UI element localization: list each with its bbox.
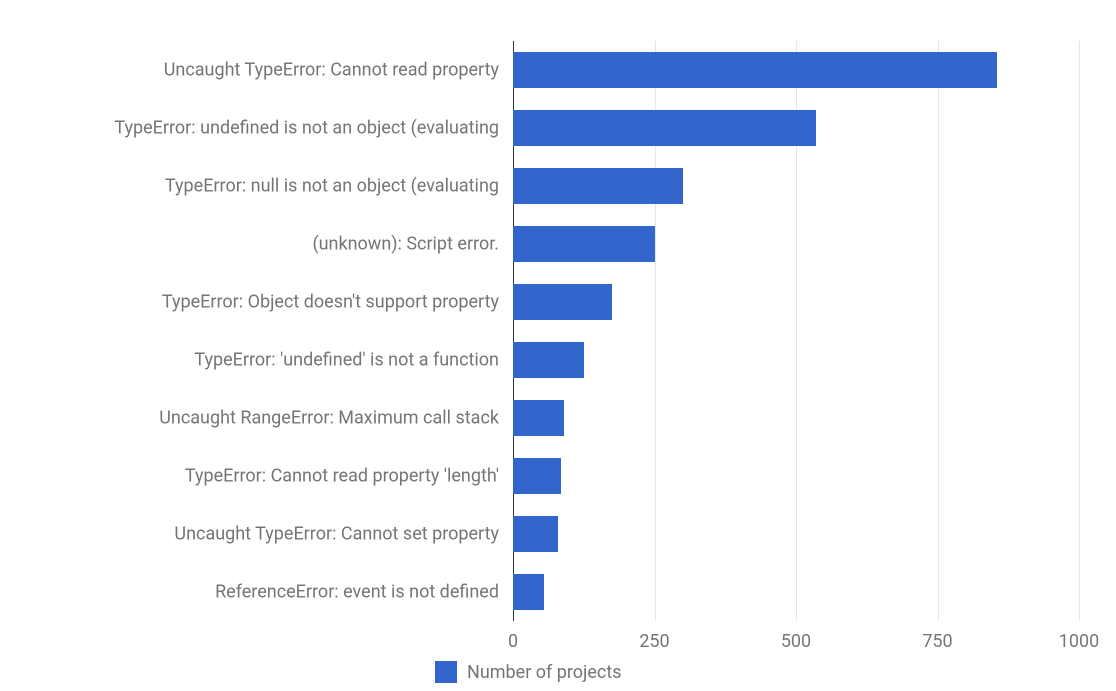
bar bbox=[513, 458, 561, 494]
bar bbox=[513, 516, 558, 552]
y-tick-label: Uncaught RangeError: Maximum call stack bbox=[159, 408, 499, 429]
y-tick-label: Uncaught TypeError: Cannot set property bbox=[174, 524, 499, 545]
legend-label: Number of projects bbox=[467, 662, 622, 683]
x-tick-label: 1000 bbox=[1059, 631, 1099, 652]
y-tick-label: TypeError: Cannot read property 'length' bbox=[185, 466, 499, 487]
y-tick-label: ReferenceError: event is not defined bbox=[215, 582, 499, 603]
y-tick-label: Uncaught TypeError: Cannot read property bbox=[164, 60, 499, 81]
y-tick-label: TypeError: null is not an object (evalua… bbox=[165, 176, 499, 197]
y-tick-label: (unknown): Script error. bbox=[312, 234, 499, 255]
bar bbox=[513, 284, 612, 320]
legend-swatch bbox=[435, 661, 457, 683]
bar bbox=[513, 110, 816, 146]
bar bbox=[513, 226, 655, 262]
bar bbox=[513, 574, 544, 610]
x-gridline bbox=[1079, 41, 1080, 621]
x-tick-label: 750 bbox=[922, 631, 952, 652]
bar bbox=[513, 400, 564, 436]
bar bbox=[513, 168, 683, 204]
x-tick-label: 250 bbox=[639, 631, 669, 652]
plot-area bbox=[513, 41, 1079, 621]
x-tick-label: 0 bbox=[508, 631, 518, 652]
bar bbox=[513, 342, 584, 378]
x-gridline bbox=[938, 41, 939, 621]
bar bbox=[513, 52, 997, 88]
chart-legend: Number of projects bbox=[435, 661, 622, 683]
y-tick-label: TypeError: undefined is not an object (e… bbox=[114, 118, 499, 139]
y-tick-label: TypeError: 'undefined' is not a function bbox=[194, 350, 499, 371]
error-frequency-bar-chart: Uncaught TypeError: Cannot read property… bbox=[0, 0, 1116, 691]
x-tick-label: 500 bbox=[781, 631, 811, 652]
y-tick-label: TypeError: Object doesn't support proper… bbox=[162, 292, 499, 313]
